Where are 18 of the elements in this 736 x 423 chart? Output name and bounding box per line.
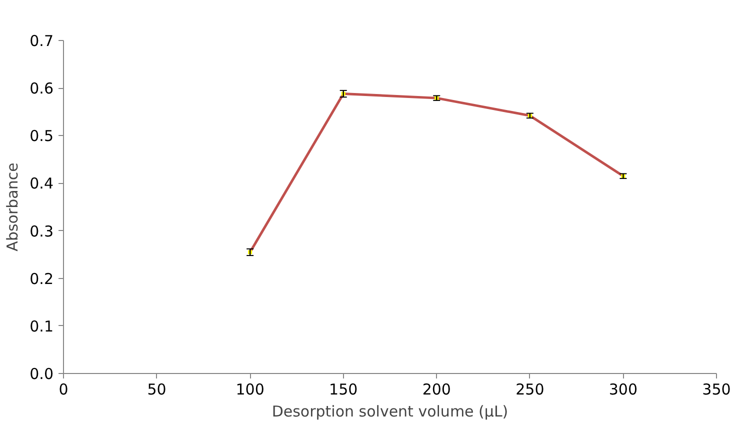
x-tick-label: 350 xyxy=(702,380,731,398)
x-tick-label: 50 xyxy=(147,380,166,398)
y-tick-label: 0.6 xyxy=(30,80,54,98)
x-tick-label: 300 xyxy=(608,380,638,398)
y-tick-label: 0.2 xyxy=(30,270,54,288)
y-tick-label: 0.3 xyxy=(30,222,54,240)
y-tick-label: 0.0 xyxy=(30,365,54,383)
x-tick-label: 0 xyxy=(58,380,68,398)
y-tick-label: 0.7 xyxy=(30,32,54,50)
y-axis-title: Absorbance xyxy=(4,162,22,252)
x-tick-label: 200 xyxy=(422,380,451,398)
x-tick-label: 100 xyxy=(236,380,264,398)
x-tick-label: 150 xyxy=(329,380,358,398)
y-tick-label: 0.1 xyxy=(30,317,54,336)
y-tick-label: 0.5 xyxy=(30,127,54,146)
y-tick-label: 0.4 xyxy=(30,174,54,193)
x-axis-title: Desorption solvent volume (µL) xyxy=(272,402,508,420)
x-tick-label: 250 xyxy=(516,380,544,398)
